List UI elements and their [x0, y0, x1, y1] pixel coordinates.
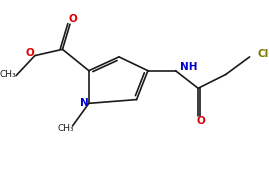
- Text: O: O: [196, 116, 205, 126]
- Text: CH₃: CH₃: [0, 70, 16, 79]
- Text: O: O: [68, 14, 77, 24]
- Text: Cl: Cl: [258, 49, 269, 59]
- Text: N: N: [80, 98, 89, 108]
- Text: O: O: [26, 48, 35, 58]
- Text: NH: NH: [180, 62, 197, 72]
- Text: CH₃: CH₃: [57, 124, 74, 133]
